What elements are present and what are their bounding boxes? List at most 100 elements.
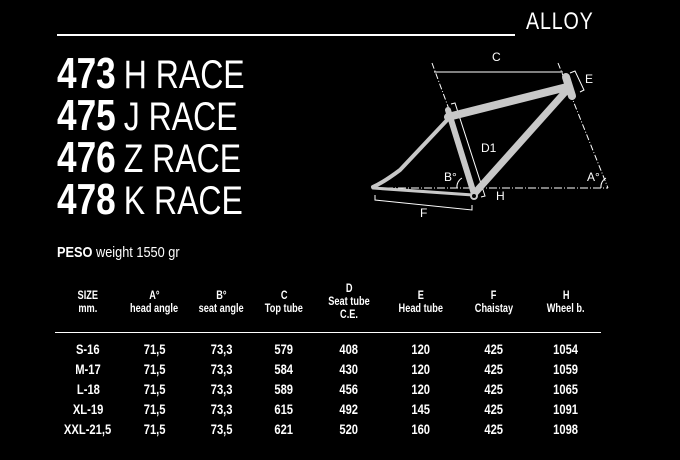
model-title: 475 J RACE [57,94,238,140]
seat-tube [445,107,477,197]
cell-value: 73,3 [210,401,233,417]
header-code: SIZE [77,289,99,302]
table-cell: 584 [255,359,313,379]
cell-value: 71,5 [143,341,166,357]
column-header: B° seat angle [188,283,255,333]
model-title: 478 K RACE [57,178,243,224]
column-header: C Top tube [255,283,313,333]
table-cell: 73,5 [188,419,255,439]
cell-value: 73,3 [210,341,233,357]
table-header-row: SIZE mm. A° head angle B° seat angle C Top tube… [55,283,601,333]
table-cell: 71,5 [121,379,188,399]
cell-value: 425 [484,421,504,437]
cell-value: 425 [484,341,504,357]
header-label: Seat tube C.E. [328,296,370,321]
table-cell: 1065 [531,379,601,399]
table-cell: 145 [385,399,457,419]
label-b: B° [444,170,457,184]
cell-value: 579 [274,341,294,357]
label-h: H [496,189,505,203]
cell-value: 73,3 [210,381,233,397]
table-cell: 1098 [531,419,601,439]
model-name: K RACE [123,179,243,223]
column-header: E Head tube [385,283,457,333]
cell-value: 160 [411,421,431,437]
column-header: SIZE mm. [55,283,121,333]
table-cell: 120 [385,333,457,360]
header-label: Wheel b. [547,302,585,315]
cell-value: 71,5 [143,421,166,437]
model-title: 476 Z RACE [57,133,242,182]
table-cell: 520 [313,419,385,439]
header-label: head angle [130,302,179,315]
table-cell: 71,5 [121,333,188,360]
table-cell: 120 [385,379,457,399]
model-number: 473 [57,49,116,98]
label-c: C [492,50,501,64]
cell-value: 430 [339,361,359,377]
table-cell: 71,5 [121,419,188,439]
model-title: 473 H RACE [57,49,245,98]
table-cell: 71,5 [121,359,188,379]
material-label: ALLOY [526,8,594,35]
cell-value: 1091 [553,401,579,417]
cell-value: 425 [484,381,504,397]
table-cell: S-16 [55,333,121,360]
label-d1: D1 [481,141,497,155]
cell-value: 120 [411,381,431,397]
cell-value: 408 [339,341,359,357]
seat-axis-line [431,62,451,113]
title-rule [57,34,515,36]
table-cell: 120 [385,359,457,379]
header-code: D [345,283,353,295]
header-label: Top tube [264,302,304,315]
cell-value: 71,5 [143,361,166,377]
table-cell: 73,3 [188,379,255,399]
label-e: E [585,72,593,86]
column-header: H Wheel b. [531,283,601,333]
header-code: B° [216,289,227,302]
seat-stay [371,116,451,189]
bottom-bracket [470,192,478,200]
cell-value: 492 [339,401,359,417]
weight-label-bold: PESO [57,244,93,261]
bike-frame [371,73,576,200]
chainstay [371,186,475,197]
table-cell: 425 [457,379,531,399]
cell-value: XXL-21,5 [64,421,112,437]
table-cell: 408 [313,333,385,360]
table-cell: 1059 [531,359,601,379]
cell-value: 120 [411,361,431,377]
cell-value: 520 [339,421,359,437]
header-code: H [562,289,570,302]
table-cell: 425 [457,419,531,439]
model-name: J RACE [123,95,238,139]
table-row: L-18 71,5 73,3 589 456 120 425 1065 [55,379,601,399]
cell-value: 621 [274,421,294,437]
table-cell: L-18 [55,379,121,399]
column-header: D Seat tube C.E. [313,283,385,333]
dim-d1-bracket [450,102,486,198]
table-cell: 589 [255,379,313,399]
model-number: 476 [57,133,116,182]
cell-value: 425 [484,361,504,377]
model-name: H RACE [123,53,245,97]
header-code: A° [149,289,160,302]
angle-a-arc [600,177,607,189]
table-cell: 71,5 [121,399,188,419]
table-cell: 621 [255,419,313,439]
table-cell: XL-19 [55,399,121,419]
model-name: Z RACE [123,137,242,181]
table-cell: 456 [313,379,385,399]
header-label: mm. [78,302,98,315]
cell-value: 1065 [553,381,579,397]
header-label: Head tube [398,302,444,315]
angle-b-arc [456,177,463,189]
weight-label: PESO weight 1550 gr [57,244,180,261]
table-cell: 425 [457,359,531,379]
header-code: C [280,289,288,302]
cell-value: 73,5 [210,421,233,437]
weight-value: weight 1550 gr [95,244,180,261]
cell-value: 1059 [553,361,579,377]
